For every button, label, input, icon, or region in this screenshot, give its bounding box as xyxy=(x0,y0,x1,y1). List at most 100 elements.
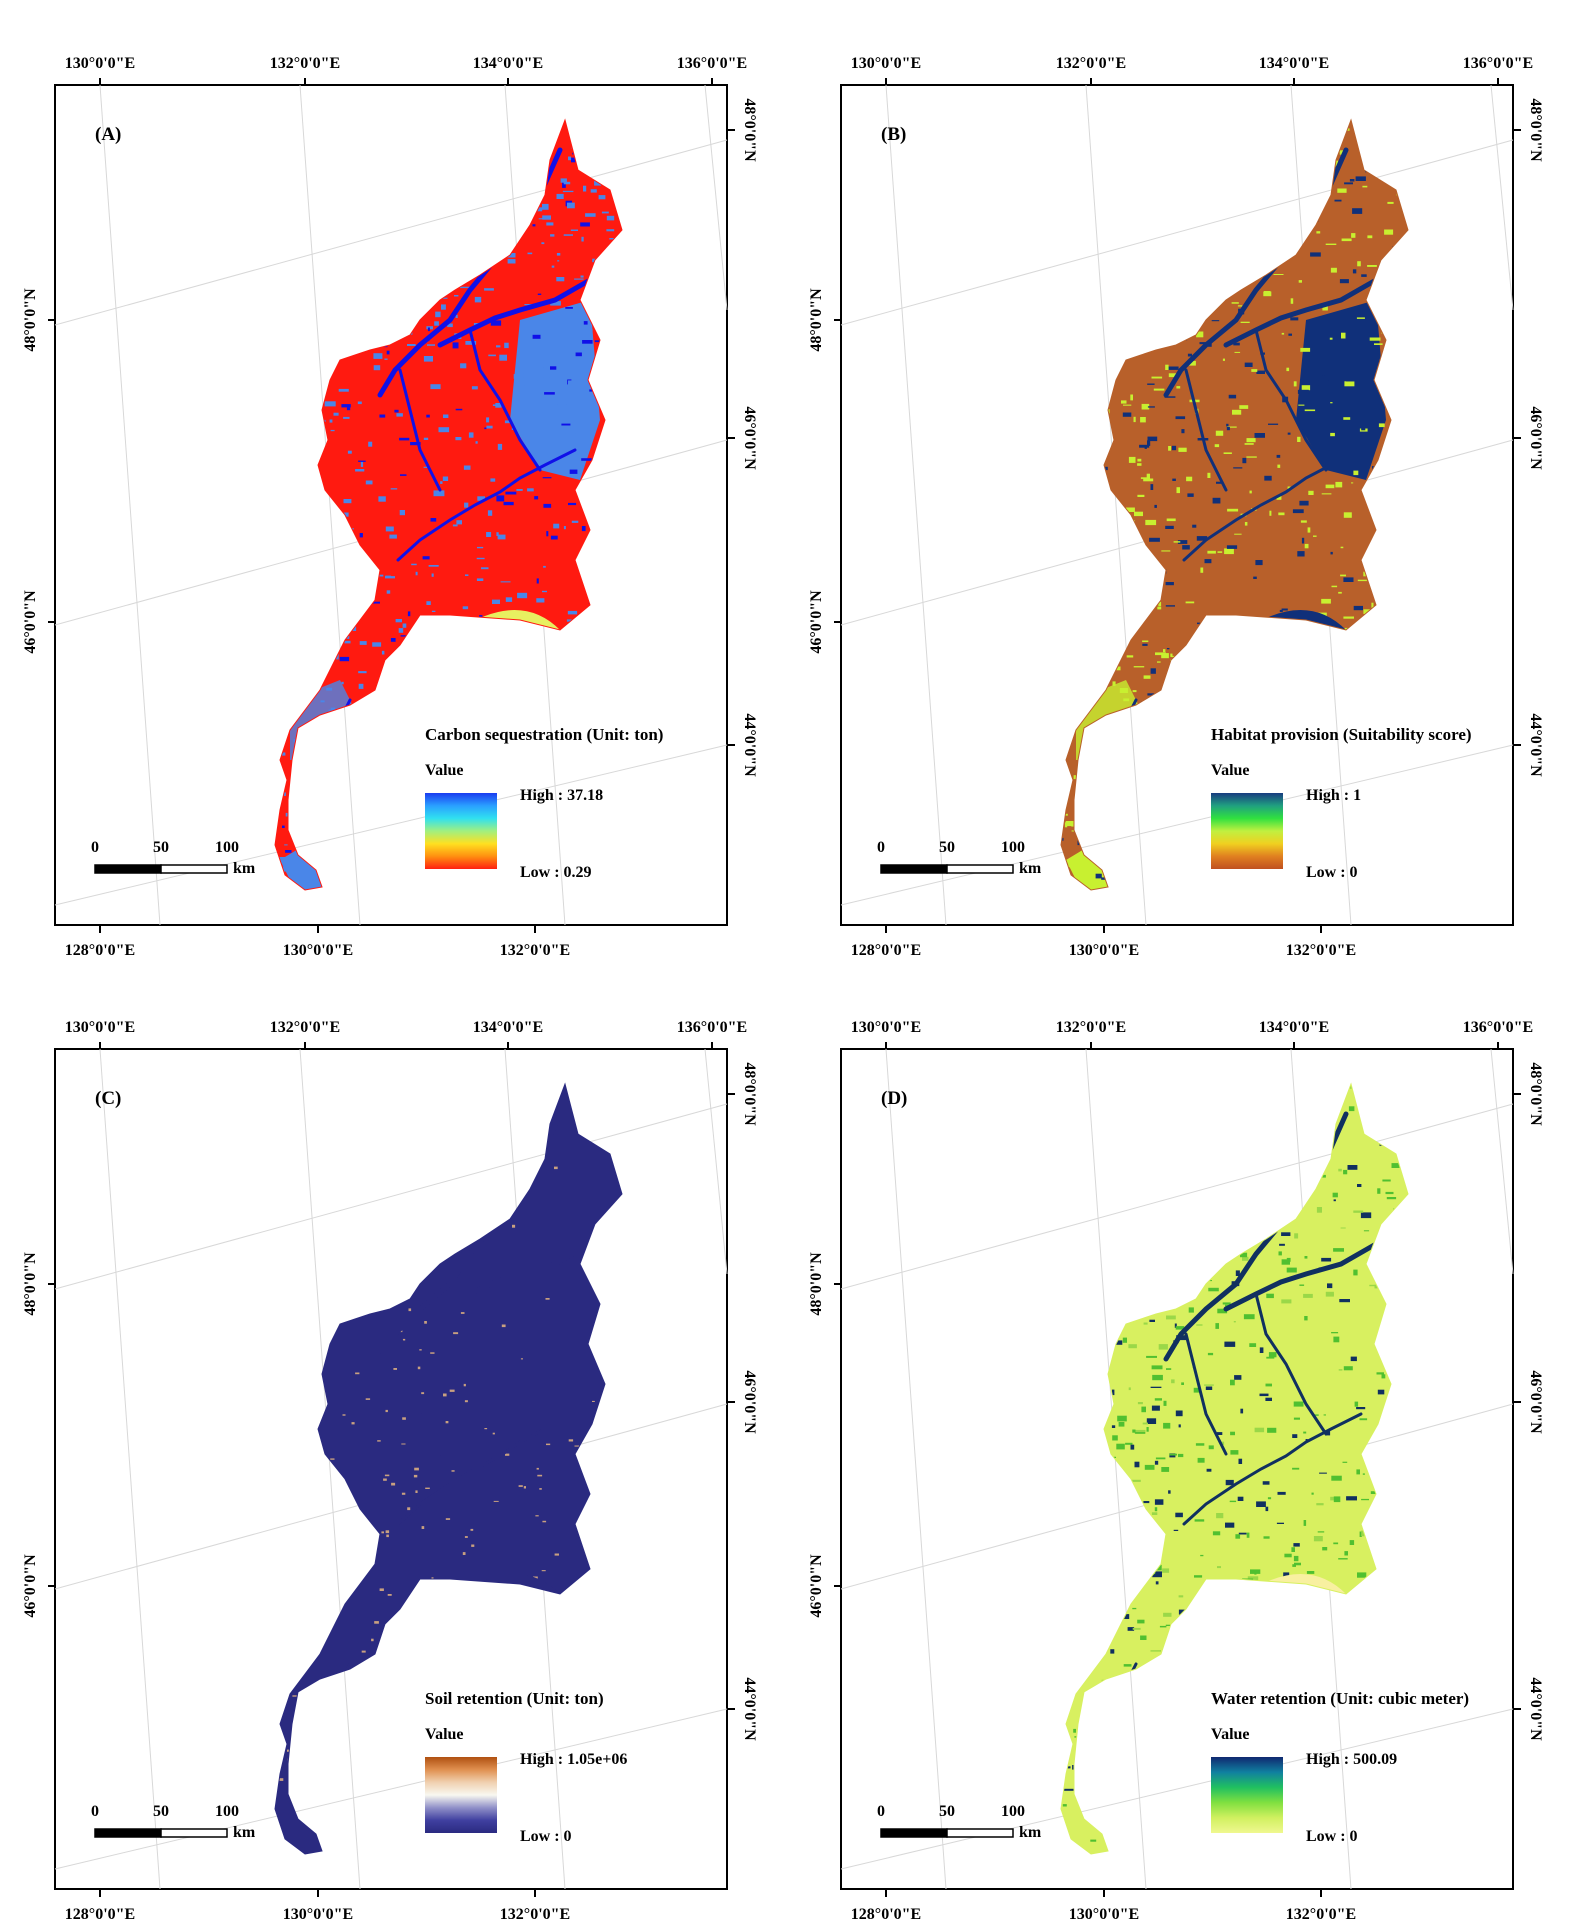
bottom-longitude-label: 128°0'0"E xyxy=(851,1906,921,1923)
legend-title: Soil retention (Unit: ton) xyxy=(425,1689,604,1708)
top-longitude-label: 130°0'0"E xyxy=(65,1019,135,1036)
map-panel-svg: 130°0'0"E 132°0'0"E 134°0'0"E 136°0'0"E 128°… xyxy=(808,1019,1544,1923)
left-latitude-label: 46°0'0"N xyxy=(808,1554,825,1618)
scale-bar-label: 0 xyxy=(91,1803,99,1820)
top-longitude-label: 136°0'0"E xyxy=(1463,1019,1533,1036)
bottom-longitude-label: 128°0'0"E xyxy=(65,942,135,959)
top-longitude-label: 132°0'0"E xyxy=(1056,1019,1126,1036)
right-latitude-label: 46°0'0"N xyxy=(741,1370,758,1434)
map-frame xyxy=(840,1048,1514,1890)
legend-high-value: High : 1 xyxy=(1306,787,1361,804)
bottom-longitude-label: 132°0'0"E xyxy=(500,942,570,959)
top-longitude-label: 132°0'0"E xyxy=(270,55,340,72)
scale-bar-unit: km xyxy=(233,1824,256,1841)
panel-habitat-provision: 130°0'0"E 132°0'0"E 134°0'0"E 136°0'0"E 128°… xyxy=(786,0,1571,964)
panel-label: (D) xyxy=(881,1088,907,1109)
bottom-longitude-label: 132°0'0"E xyxy=(500,1906,570,1923)
graticule xyxy=(54,84,728,926)
legend-low-value: Low : 0 xyxy=(1306,1828,1358,1845)
map-frame xyxy=(840,84,1514,926)
left-latitude-label: 48°0'0"N xyxy=(22,288,39,352)
legend-title: Carbon sequestration (Unit: ton) xyxy=(425,725,663,744)
right-latitude-label: 46°0'0"N xyxy=(741,406,758,470)
legend-title: Water retention (Unit: cubic meter) xyxy=(1211,1689,1469,1708)
scale-bar-label: 50 xyxy=(153,839,169,856)
legend-high-value: High : 37.18 xyxy=(520,787,603,804)
scale-bar: 0 50 100 km xyxy=(91,839,256,877)
legend-value-label: Value xyxy=(1211,762,1250,779)
panel-water-retention: 130°0'0"E 132°0'0"E 134°0'0"E 136°0'0"E 128°… xyxy=(786,964,1571,1928)
scale-bar-label: 100 xyxy=(215,839,239,856)
bottom-longitude-label: 130°0'0"E xyxy=(283,1906,353,1923)
scale-bar-unit: km xyxy=(233,860,256,877)
bottom-longitude-label: 130°0'0"E xyxy=(1069,1906,1139,1923)
scale-bar: 0 50 100 km xyxy=(877,1803,1042,1841)
legend-value-label: Value xyxy=(425,762,464,779)
top-longitude-label: 134°0'0"E xyxy=(473,55,543,72)
right-latitude-label: 44°0'0"N xyxy=(741,1677,758,1741)
top-longitude-label: 136°0'0"E xyxy=(1463,55,1533,72)
bottom-longitude-label: 130°0'0"E xyxy=(1069,942,1139,959)
bottom-longitude-label: 128°0'0"E xyxy=(65,1906,135,1923)
top-longitude-label: 130°0'0"E xyxy=(851,1019,921,1036)
panel-label: (C) xyxy=(95,1088,121,1109)
right-latitude-label: 48°0'0"N xyxy=(1527,1062,1544,1126)
map-panel-svg: 130°0'0"E 132°0'0"E 134°0'0"E 136°0'0"E 128°… xyxy=(22,55,758,959)
map-frame xyxy=(54,1048,728,1890)
scale-bar-unit: km xyxy=(1019,1824,1042,1841)
left-latitude-label: 48°0'0"N xyxy=(808,1252,825,1316)
panel-soil-retention: 130°0'0"E 132°0'0"E 134°0'0"E 136°0'0"E 128°… xyxy=(0,964,785,1928)
map-frame xyxy=(54,84,728,926)
scale-bar-label: 0 xyxy=(877,839,885,856)
left-latitude-label: 46°0'0"N xyxy=(22,1554,39,1618)
legend: Habitat provision (Suitability score) Val… xyxy=(1211,725,1472,881)
top-longitude-label: 134°0'0"E xyxy=(1259,55,1329,72)
legend-title: Habitat provision (Suitability score) xyxy=(1211,725,1472,744)
top-longitude-label: 132°0'0"E xyxy=(270,1019,340,1036)
scale-bar-label: 100 xyxy=(215,1803,239,1820)
legend-value-label: Value xyxy=(1211,1726,1250,1743)
bottom-longitude-label: 128°0'0"E xyxy=(851,942,921,959)
legend-low-value: Low : 0 xyxy=(520,1828,572,1845)
top-longitude-label: 134°0'0"E xyxy=(473,1019,543,1036)
panel-label: (B) xyxy=(881,124,906,145)
legend-color-ramp xyxy=(425,793,497,869)
map-panel-svg: 130°0'0"E 132°0'0"E 134°0'0"E 136°0'0"E 128°… xyxy=(22,1019,758,1923)
bottom-longitude-label: 130°0'0"E xyxy=(283,942,353,959)
top-longitude-label: 130°0'0"E xyxy=(65,55,135,72)
right-latitude-label: 44°0'0"N xyxy=(1527,1677,1544,1741)
right-latitude-label: 46°0'0"N xyxy=(1527,1370,1544,1434)
right-latitude-label: 48°0'0"N xyxy=(741,98,758,162)
scale-bar-label: 0 xyxy=(91,839,99,856)
left-latitude-label: 46°0'0"N xyxy=(22,590,39,654)
legend-low-value: Low : 0.29 xyxy=(520,864,592,881)
legend-value-label: Value xyxy=(425,1726,464,1743)
legend: Soil retention (Unit: ton) Value High : 1.… xyxy=(425,1689,627,1845)
bottom-longitude-label: 132°0'0"E xyxy=(1286,942,1356,959)
scale-bar: 0 50 100 km xyxy=(91,1803,256,1841)
panel-carbon-sequestration: 130°0'0"E 132°0'0"E 134°0'0"E 136°0'0"E 128°… xyxy=(0,0,785,964)
map-panel-svg: 130°0'0"E 132°0'0"E 134°0'0"E 136°0'0"E 128°… xyxy=(808,55,1544,959)
top-longitude-label: 134°0'0"E xyxy=(1259,1019,1329,1036)
left-latitude-label: 46°0'0"N xyxy=(808,590,825,654)
legend-high-value: High : 500.09 xyxy=(1306,1751,1397,1768)
panel-label: (A) xyxy=(95,124,121,145)
top-longitude-label: 136°0'0"E xyxy=(677,1019,747,1036)
scale-bar-label: 50 xyxy=(939,839,955,856)
right-latitude-label: 46°0'0"N xyxy=(1527,406,1544,470)
top-longitude-label: 132°0'0"E xyxy=(1056,55,1126,72)
legend: Water retention (Unit: cubic meter) Value… xyxy=(1211,1689,1469,1845)
legend-color-ramp xyxy=(1211,793,1283,869)
right-latitude-label: 48°0'0"N xyxy=(741,1062,758,1126)
left-latitude-label: 48°0'0"N xyxy=(22,1252,39,1316)
bottom-longitude-label: 132°0'0"E xyxy=(1286,1906,1356,1923)
legend-low-value: Low : 0 xyxy=(1306,864,1358,881)
legend-color-ramp xyxy=(425,1757,497,1833)
legend-high-value: High : 1.05e+06 xyxy=(520,1751,627,1768)
top-longitude-label: 136°0'0"E xyxy=(677,55,747,72)
scale-bar-label: 100 xyxy=(1001,1803,1025,1820)
scale-bar: 0 50 100 km xyxy=(877,839,1042,877)
legend-color-ramp xyxy=(1211,1757,1283,1833)
scale-bar-label: 50 xyxy=(153,1803,169,1820)
scale-bar-label: 0 xyxy=(877,1803,885,1820)
